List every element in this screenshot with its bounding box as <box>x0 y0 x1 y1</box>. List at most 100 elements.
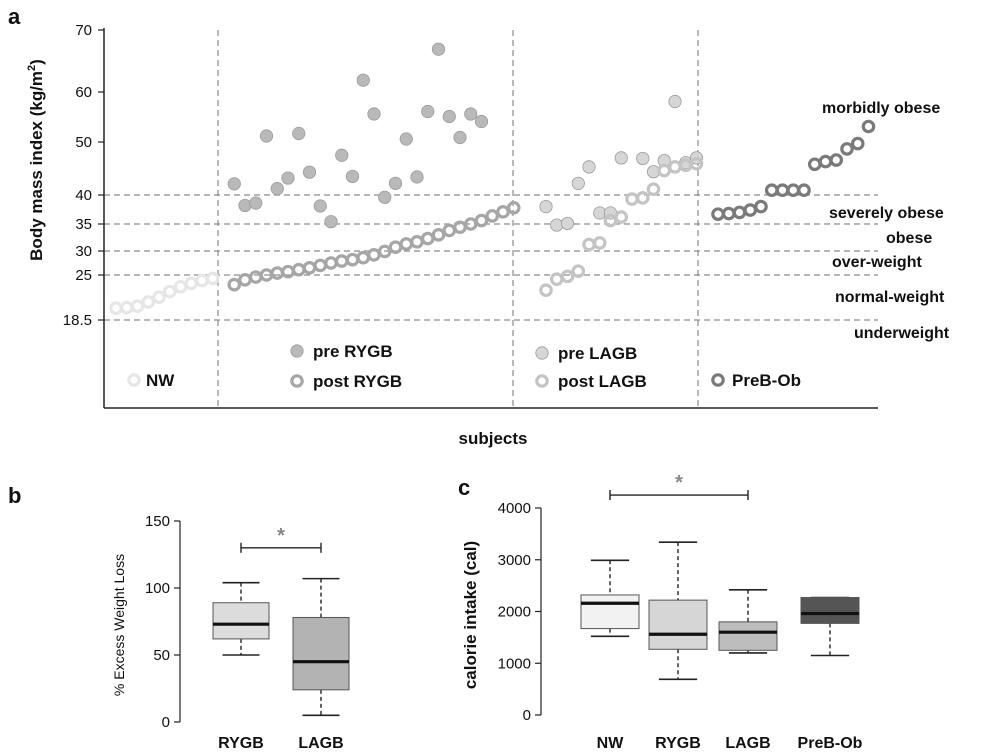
panel-a-threshold-lines <box>104 30 878 408</box>
data-point <box>238 198 252 213</box>
data-point-ring <box>840 142 854 156</box>
y-tick-label: 150 <box>145 513 170 530</box>
data-point-ring <box>173 279 188 294</box>
data-point-ring <box>162 284 177 299</box>
data-point-ring <box>539 283 553 298</box>
y-tick-label: 50 <box>153 647 170 664</box>
data-point-ring <box>732 205 747 220</box>
bmi-category-label: obese <box>886 230 932 247</box>
data-point-ring <box>334 254 349 268</box>
box <box>800 597 860 624</box>
data-point <box>281 171 295 185</box>
legend-marker-ring <box>127 373 141 387</box>
data-point-ring <box>442 223 457 238</box>
data-point-ring <box>689 156 704 171</box>
significance-star: * <box>277 525 285 547</box>
data-point-ring <box>431 228 446 242</box>
data-point <box>292 126 306 141</box>
data-point-ring <box>302 260 317 275</box>
panel-label-c: c <box>458 475 470 500</box>
data-point-ring <box>797 183 811 198</box>
data-point <box>464 107 478 121</box>
data-point <box>367 107 381 121</box>
bmi-category-label: over-weight <box>832 254 922 271</box>
data-point-ring <box>807 157 822 172</box>
legend-label: pre RYGB <box>313 342 393 361</box>
panel-a-legend: NW pre RYGB post RYGB pre LAGB post LAGB PreB… <box>127 342 801 391</box>
data-point-ring <box>141 295 156 309</box>
data-point <box>378 190 392 204</box>
data-point-ring <box>291 262 306 277</box>
bmi-category-label: underweight <box>854 325 950 342</box>
data-point-ring <box>754 199 768 214</box>
panel-a-y-label-close: ) <box>27 59 46 65</box>
x-category-label: NW <box>597 735 625 752</box>
data-point-ring <box>184 276 199 291</box>
data-point <box>324 215 338 229</box>
data-point-ring <box>109 301 123 316</box>
box <box>718 621 778 651</box>
data-point-ring <box>625 192 639 206</box>
data-point <box>560 216 575 231</box>
box <box>648 599 708 650</box>
data-point-ring <box>829 153 844 167</box>
data-point-ring <box>668 160 682 174</box>
legend-label: post RYGB <box>313 372 402 391</box>
y-tick-label: 70 <box>75 22 92 39</box>
panel-c-boxes <box>580 541 860 681</box>
data-point-ring <box>281 264 295 279</box>
panel-a-y-label-superscript: 2 <box>26 65 38 71</box>
data-point <box>227 177 241 191</box>
x-category-label: LAGB <box>725 735 770 752</box>
y-tick-label: 35 <box>75 216 92 233</box>
y-tick-label: 3000 <box>498 552 531 569</box>
legend-label: post LAGB <box>558 372 647 391</box>
data-point-ring <box>818 154 833 169</box>
data-point <box>388 176 403 190</box>
data-point-ring <box>195 273 209 288</box>
data-point <box>636 151 650 166</box>
panel-label-a: a <box>8 4 21 29</box>
data-point-ring <box>764 183 779 198</box>
data-point-ring <box>850 136 865 151</box>
y-tick-label: 4000 <box>498 500 531 517</box>
data-point-ring <box>592 236 607 250</box>
y-tick-label: 25 <box>75 267 92 284</box>
legend-marker <box>290 344 304 358</box>
data-point <box>259 129 274 143</box>
legend-marker-ring <box>711 373 725 387</box>
data-point <box>668 94 682 109</box>
y-tick-label: 60 <box>75 84 92 101</box>
data-point-ring <box>227 277 242 292</box>
bmi-category-label: severely obese <box>829 205 944 222</box>
data-point-ring <box>721 206 736 221</box>
data-point <box>345 169 360 184</box>
y-tick-label: 0 <box>162 714 170 731</box>
data-point-ring <box>743 203 758 217</box>
y-tick-label: 100 <box>145 580 170 597</box>
data-point-ring <box>560 269 575 284</box>
panel-c-y-label: calorie intake (cal) <box>461 541 480 689</box>
data-point <box>442 109 456 124</box>
data-point-ring <box>582 237 596 252</box>
data-point-ring <box>248 270 263 284</box>
data-point-ring <box>711 207 725 221</box>
data-point-ring <box>549 272 564 286</box>
panel-a-y-label: Body mass index (kg/m2) <box>26 59 46 261</box>
data-point <box>431 42 446 56</box>
data-point-ring <box>646 182 661 196</box>
legend-marker <box>535 346 549 360</box>
data-point-ring <box>571 264 586 278</box>
legend-marker-ring <box>290 374 304 388</box>
data-point-ring <box>356 250 371 265</box>
y-tick-label: 40 <box>75 187 92 204</box>
data-point-ring <box>388 240 403 255</box>
data-point <box>421 104 435 119</box>
data-point-ring <box>313 258 328 273</box>
data-point-ring <box>775 183 790 198</box>
data-point-ring <box>324 256 338 270</box>
y-tick-label: 0 <box>523 707 531 724</box>
data-point-ring <box>603 213 618 228</box>
data-point-ring <box>367 248 381 262</box>
legend-label: pre LAGB <box>558 344 637 363</box>
